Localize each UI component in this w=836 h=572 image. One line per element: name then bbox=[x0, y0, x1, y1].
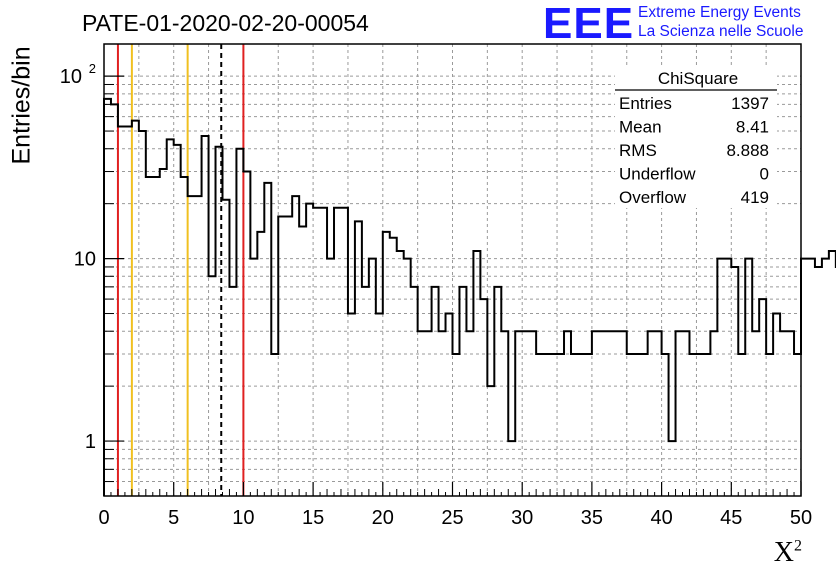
stats-value: 419 bbox=[741, 188, 769, 207]
stats-label: Underflow bbox=[619, 165, 696, 184]
x-tick-label: 15 bbox=[302, 507, 324, 529]
stats-title: ChiSquare bbox=[658, 69, 738, 88]
x-tick-label: 30 bbox=[511, 507, 533, 529]
eee-logo: EEE bbox=[543, 0, 635, 48]
chart-title: PATE-01-2020-02-20-00054 bbox=[82, 10, 369, 36]
logo-line-2: La Scienza nelle Scuole bbox=[638, 23, 804, 40]
stats-box: ChiSquare Entries 1397 Mean 8.41 RMS 8.888 Unde… bbox=[615, 66, 777, 208]
stats-label: Entries bbox=[619, 94, 672, 113]
x-tick-label: 50 bbox=[790, 507, 812, 529]
x-tick-label: 45 bbox=[720, 507, 742, 529]
x-tick-label: 5 bbox=[168, 507, 179, 529]
x-axis-label-base: X bbox=[773, 537, 794, 568]
x-axis-label: X2 bbox=[774, 537, 802, 569]
x-tick-label: 10 bbox=[232, 507, 254, 529]
y-tick-label: 10 bbox=[60, 66, 82, 88]
stats-label: Mean bbox=[619, 118, 662, 137]
y-tick-label-sup: 2 bbox=[89, 61, 96, 76]
x-tick-label: 0 bbox=[98, 507, 109, 529]
stats-value: 1397 bbox=[731, 94, 769, 113]
reference-lines bbox=[116, 44, 245, 496]
x-tick-label: 40 bbox=[650, 507, 672, 529]
x-tick-label: 35 bbox=[581, 507, 603, 529]
axis-ticks: 0 5 10 15 20 25 30 35 40 45 50 1 10 10 2 bbox=[60, 61, 812, 529]
grid bbox=[104, 44, 801, 496]
x-tick-label: 25 bbox=[441, 507, 463, 529]
y-tick-label: 10 bbox=[74, 249, 96, 271]
histogram-outline bbox=[103, 97, 836, 496]
logo-line-1: Extreme Energy Events bbox=[638, 4, 801, 21]
x-tick-label: 20 bbox=[372, 507, 394, 529]
stats-value: 8.41 bbox=[736, 118, 769, 137]
stats-value: 8.888 bbox=[726, 141, 769, 160]
stats-label: RMS bbox=[619, 141, 657, 160]
y-tick-label: 1 bbox=[85, 431, 96, 453]
logo-text: Extreme Energy Events La Scienza nelle S… bbox=[638, 3, 803, 41]
stats-value: 0 bbox=[760, 165, 769, 184]
x-axis-label-sup: 2 bbox=[794, 537, 802, 555]
stats-label: Overflow bbox=[619, 188, 687, 207]
